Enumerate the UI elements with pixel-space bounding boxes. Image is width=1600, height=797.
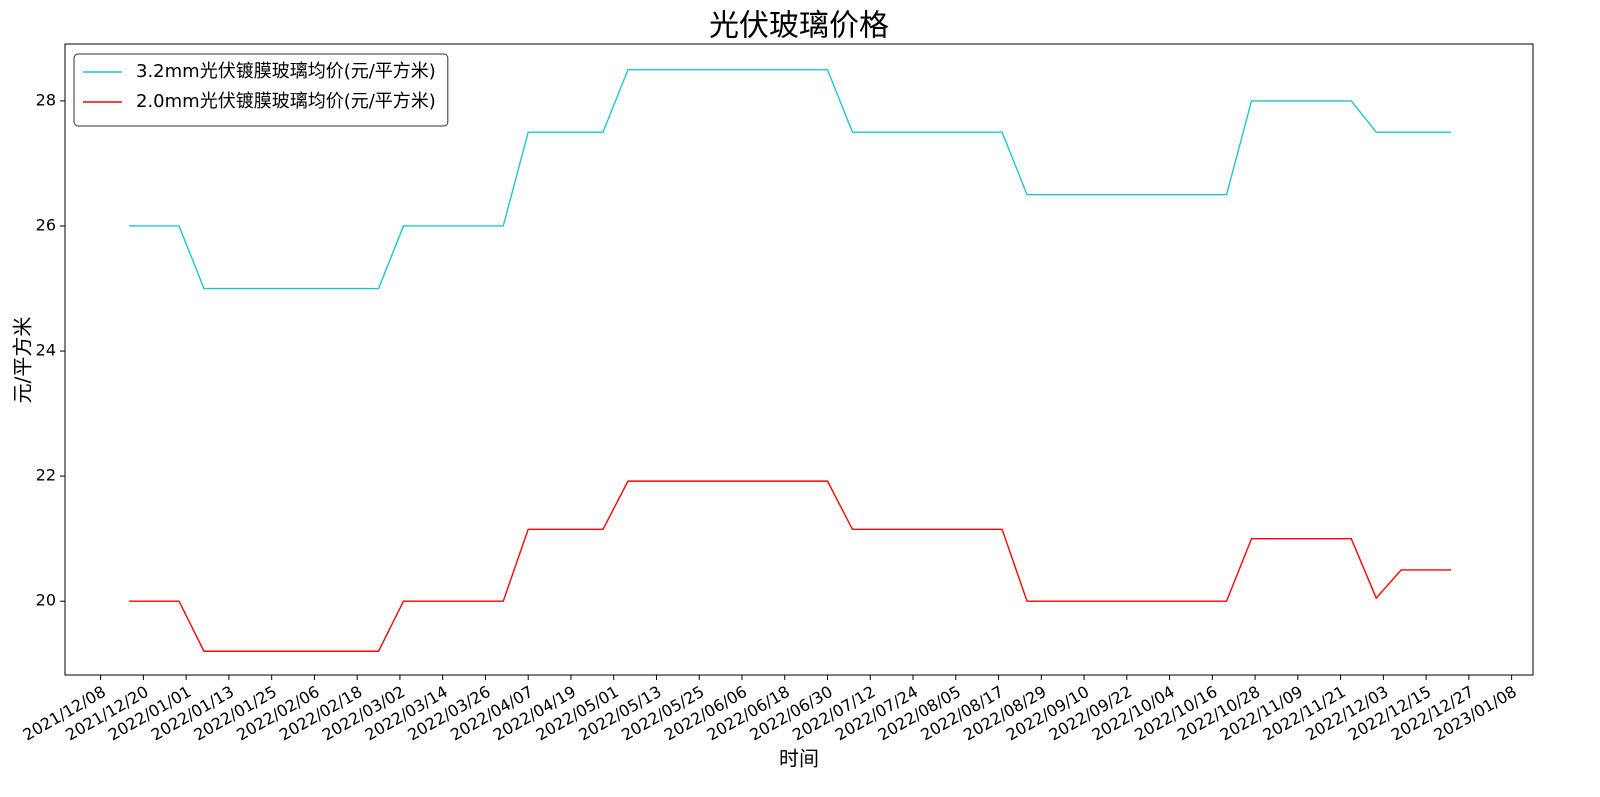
- line-series: [129, 480, 1452, 652]
- chart-title: 光伏玻璃价格: [709, 9, 889, 44]
- y-axis-label: 元/平方米: [11, 317, 35, 404]
- legend: 3.2mm光伏镀膜玻璃均价(元/平方米) 2.0mm光伏镀膜玻璃均价(元/平方米): [73, 53, 449, 127]
- y-tick-label: 26: [36, 215, 56, 234]
- y-tick-label: 20: [36, 591, 56, 610]
- x-axis-label: 时间: [779, 747, 819, 771]
- legend-label: 3.2mm光伏镀膜玻璃均价(元/平方米): [136, 61, 436, 82]
- legend-label: 2.0mm光伏镀膜玻璃均价(元/平方米): [136, 91, 436, 112]
- line-series: [129, 68, 1452, 290]
- y-tick-label: 28: [36, 90, 56, 109]
- y-tick-label: 24: [36, 341, 56, 360]
- y-tick-label: 22: [36, 466, 56, 485]
- legend-box: [73, 53, 449, 127]
- plot-frame: [64, 43, 1534, 676]
